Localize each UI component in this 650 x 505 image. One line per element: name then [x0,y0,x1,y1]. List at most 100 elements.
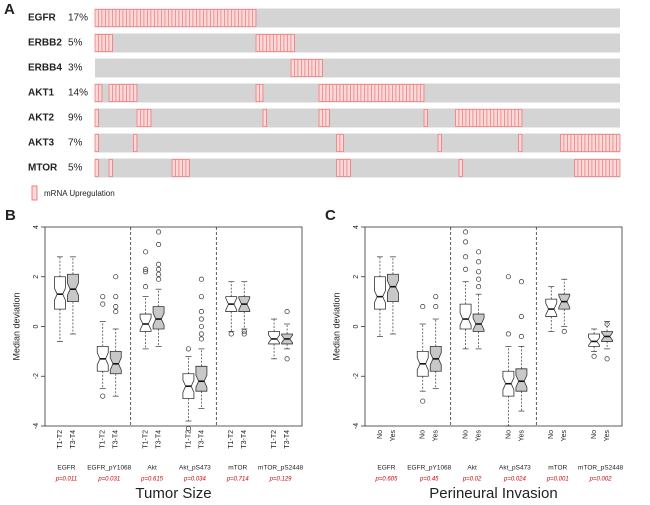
group-label: No [505,430,512,439]
outlier [433,294,439,300]
alteration [336,159,351,177]
marker-name: mTOR [548,465,567,472]
alteration [94,109,99,127]
marker-name: mTOR [228,465,247,472]
marker-name: EGFR_pY1068 [407,465,451,472]
group-label: No [377,430,384,439]
alteration [94,9,257,27]
alteration [458,159,463,177]
outlier [518,279,524,285]
p-value: p=0.011 [55,477,77,483]
box [139,313,152,332]
y-tick-label: 4 [33,225,40,229]
outlier [561,328,567,335]
marker-name: Akt [147,465,157,472]
outlier [100,393,106,399]
p-value: p=0.02 [462,477,482,483]
group-label: Yes [604,430,611,442]
group-label: Yes [518,430,525,442]
box [387,273,399,303]
x-axis-label: Tumor Size [135,485,211,502]
marker-name: Akt_pS473 [179,465,211,472]
outlier [420,304,426,310]
outlier [156,266,162,272]
outlier [156,276,162,282]
marker-name: Akt [467,465,477,472]
group-label: No [462,430,469,439]
outlier [198,316,204,322]
alteration [133,134,138,152]
alteration [108,84,138,102]
group-label: Yes [390,430,397,442]
outlier [198,309,204,315]
outlier [143,284,149,290]
outlier [143,249,149,255]
group-label: T1-T2 [185,430,192,449]
group-label: No [420,430,427,439]
marker-name: EGFR_pY1068 [87,465,131,472]
box [152,306,165,330]
alteration [108,159,113,177]
outlier [156,261,162,267]
p-value: p=0.615 [140,477,164,483]
outlier [476,276,482,282]
box [515,368,528,392]
alteration [318,84,425,102]
y-tick-label: -2 [353,373,360,379]
x-axis-label: Perineural Invasion [429,485,557,502]
outlier [476,259,482,265]
sample-track [95,158,620,178]
legend-label: mRNA Upregulation [44,189,115,198]
alteration [136,109,152,127]
group-label: Yes [475,430,482,442]
outlier [185,425,191,432]
gene-percent: 17% [68,13,88,24]
outlier [100,294,106,300]
alteration [336,134,344,152]
gene-name: EGFR [28,13,57,24]
outlier [476,269,482,275]
box [374,276,386,310]
marker-name: Akt_pS473 [499,465,531,472]
y-tick-label: 0 [33,324,40,328]
outlier [198,323,204,330]
group-label: Yes [561,430,568,442]
outlier [156,271,162,277]
outlier [198,276,204,282]
gene-name: ERBB2 [28,38,62,49]
outlier [604,356,610,362]
alteration [455,109,523,127]
alteration [518,134,523,152]
group-label: T3-T4 [70,430,77,449]
outlier [156,229,162,235]
group-label: T3-T4 [155,430,162,449]
gene-percent: 14% [68,88,88,99]
group-label: No [548,430,555,439]
y-tick-label: 2 [33,275,40,279]
group-label: T3-T4 [241,430,248,449]
panel-label: A [4,1,15,18]
alteration [94,84,103,102]
marker-name: mTOR_pS2448 [258,465,303,472]
p-value: p=0.714 [226,477,250,483]
outlier [113,304,119,310]
alteration [560,134,621,152]
outlier [505,331,511,337]
box [67,273,79,303]
p-value: p=0.031 [97,477,120,483]
box [459,303,472,330]
alteration [255,34,295,52]
alteration [318,109,330,127]
outlier [463,266,469,272]
p-value: p=0.45 [419,477,439,483]
group-label: T3-T4 [284,430,291,449]
box [109,350,122,375]
outlier [433,304,439,310]
gene-name: AKT2 [28,113,55,124]
outlier [198,331,204,337]
alteration [94,134,99,152]
p-value: p=0.129 [269,477,293,483]
gene-percent: 7% [68,138,83,149]
alteration [290,59,323,77]
